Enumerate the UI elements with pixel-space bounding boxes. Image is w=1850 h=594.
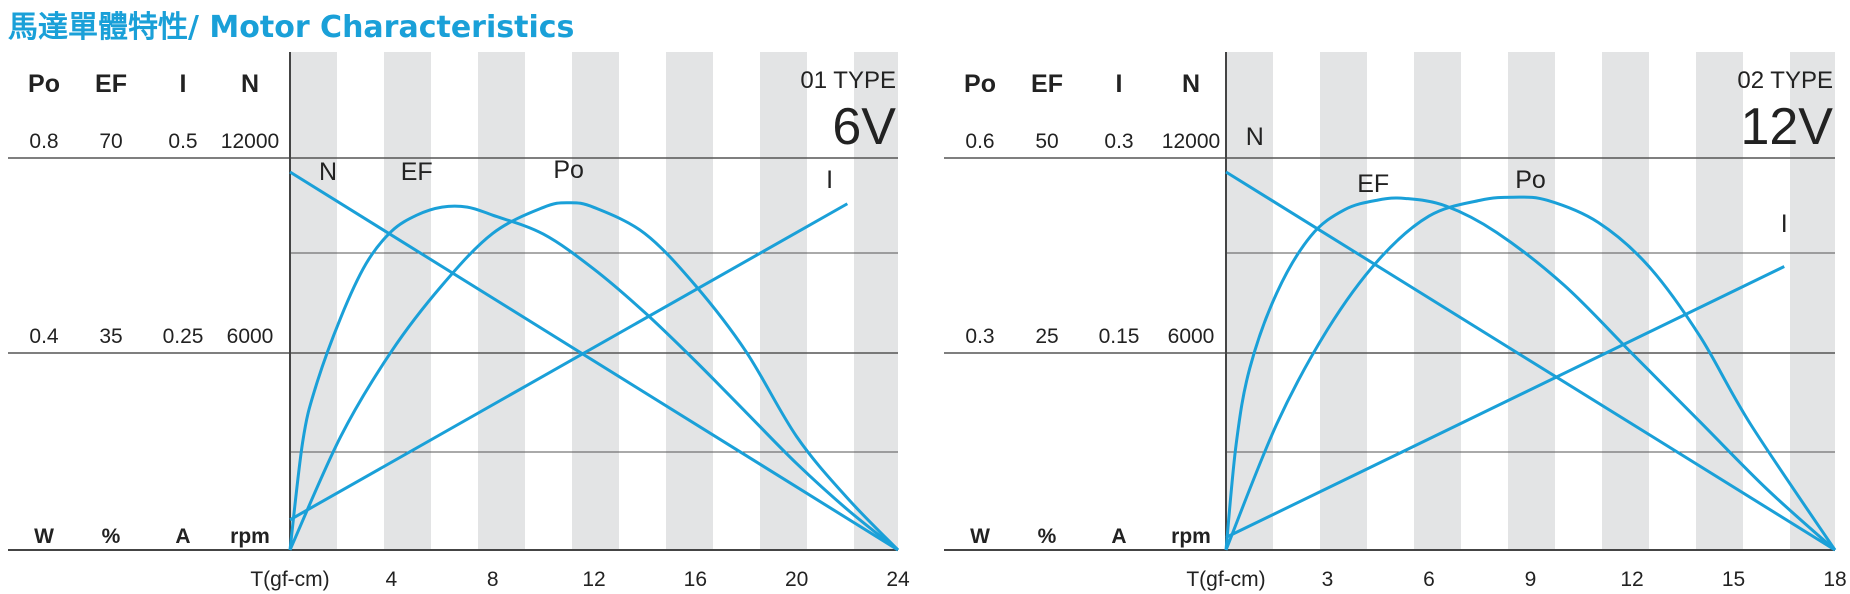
x-axis-label: T(gf-cm) — [1186, 568, 1265, 591]
stripe-band — [384, 52, 431, 550]
series-line-ef — [1224, 196, 1836, 552]
series-line-n — [1225, 170, 1836, 552]
series-line-i — [1225, 265, 1785, 539]
series-line-n — [289, 170, 899, 552]
series-label-n: N — [1246, 123, 1264, 151]
unit-label: rpm — [230, 525, 270, 548]
param-mid-value: 0.3 — [965, 325, 994, 348]
param-header-ef: EF — [95, 70, 127, 98]
x-tick-label: 24 — [886, 568, 910, 591]
unit-label: A — [175, 525, 190, 548]
chart-panel-2 — [944, 52, 1837, 552]
stripe-band — [854, 52, 898, 550]
voltage-label: 6V — [832, 98, 896, 156]
stripe-band — [572, 52, 619, 550]
param-top-value: 0.6 — [965, 130, 994, 153]
param-header-n: N — [1182, 70, 1200, 98]
param-header-n: N — [241, 70, 259, 98]
stripe-band — [1414, 52, 1461, 550]
stripe-band — [760, 52, 807, 550]
x-tick-label: 12 — [1620, 568, 1643, 591]
x-tick-label: 8 — [487, 568, 499, 591]
unit-label: W — [970, 525, 990, 548]
param-mid-value: 0.15 — [1099, 325, 1140, 348]
param-mid-value: 25 — [1035, 325, 1058, 348]
stripe-band — [1790, 52, 1835, 550]
x-tick-label: 6 — [1423, 568, 1435, 591]
x-tick-label: 15 — [1722, 568, 1745, 591]
page-title: 馬達單體特性/ Motor Characteristics — [8, 10, 575, 45]
series-label-ef: EF — [401, 158, 433, 186]
stripe-band — [478, 52, 525, 550]
param-header-i: I — [1116, 70, 1123, 98]
x-tick-label: 12 — [582, 568, 605, 591]
series-line-po — [1224, 195, 1837, 551]
param-header-po: Po — [28, 70, 60, 98]
param-mid-value: 6000 — [227, 325, 274, 348]
param-mid-value: 6000 — [1168, 325, 1215, 348]
series-label-po: Po — [553, 156, 584, 184]
param-top-value: 0.8 — [29, 130, 58, 153]
param-top-value: 12000 — [1162, 130, 1220, 153]
series-label-n: N — [319, 158, 337, 186]
series-line-i — [289, 202, 849, 522]
param-top-value: 70 — [99, 130, 122, 153]
param-header-ef: EF — [1031, 70, 1063, 98]
unit-label: A — [1111, 525, 1126, 548]
stripe-band — [1602, 52, 1649, 550]
param-header-po: Po — [964, 70, 996, 98]
x-tick-label: 16 — [684, 568, 707, 591]
param-top-value: 50 — [1035, 130, 1058, 153]
series-line-po — [288, 201, 900, 552]
series-line-ef — [288, 204, 899, 552]
series-label-i: I — [826, 166, 833, 194]
voltage-label: 12V — [1740, 98, 1833, 156]
param-top-value: 0.5 — [168, 130, 197, 153]
param-header-i: I — [180, 70, 187, 98]
x-tick-label: 4 — [385, 568, 397, 591]
param-mid-value: 35 — [99, 325, 122, 348]
unit-label: % — [102, 525, 121, 548]
param-mid-value: 0.4 — [29, 325, 59, 348]
stripe-band — [1320, 52, 1367, 550]
unit-label: W — [34, 525, 54, 548]
type-label: 02 TYPE — [1737, 67, 1833, 94]
x-tick-label: 20 — [785, 568, 808, 591]
unit-label: % — [1038, 525, 1057, 548]
series-label-po: Po — [1515, 166, 1546, 194]
x-tick-label: 18 — [1823, 568, 1846, 591]
stripe-band — [1508, 52, 1555, 550]
type-label: 01 TYPE — [800, 67, 896, 94]
x-tick-label: 9 — [1525, 568, 1537, 591]
param-top-value: 12000 — [221, 130, 279, 153]
x-tick-label: 3 — [1322, 568, 1334, 591]
unit-label: rpm — [1171, 525, 1211, 548]
series-label-i: I — [1781, 210, 1788, 238]
series-label-ef: EF — [1357, 170, 1389, 198]
param-mid-value: 0.25 — [163, 325, 204, 348]
x-axis-label: T(gf-cm) — [250, 568, 329, 591]
stripe-band — [1696, 52, 1743, 550]
param-top-value: 0.3 — [1104, 130, 1133, 153]
chart-panel-1 — [8, 52, 900, 552]
